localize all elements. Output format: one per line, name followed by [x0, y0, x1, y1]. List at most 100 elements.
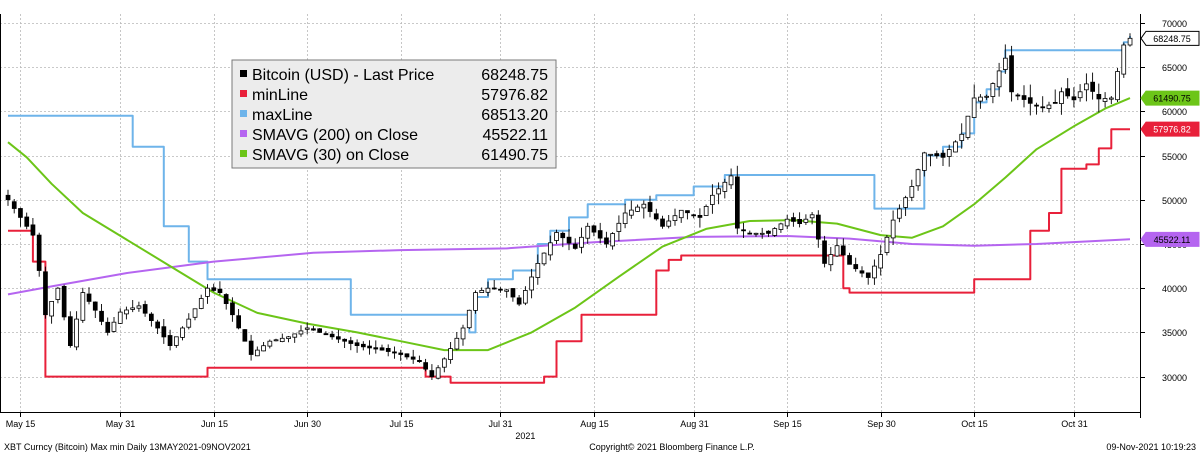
- candle-body: [722, 181, 728, 192]
- candle-body: [55, 287, 61, 300]
- candle-body: [903, 197, 909, 208]
- candle-body: [703, 205, 709, 216]
- candle-body: [342, 338, 348, 342]
- candle-body: [784, 218, 790, 227]
- legend-swatch: [240, 70, 247, 77]
- candle-body: [691, 214, 697, 217]
- candle-body: [236, 315, 241, 329]
- candle-body: [198, 298, 204, 309]
- y-tick-label: 60000: [1162, 107, 1187, 117]
- candle-body: [653, 213, 659, 220]
- candle-body: [136, 305, 142, 309]
- legend-value: 68513.20: [481, 107, 548, 124]
- candle-body: [161, 326, 167, 338]
- candle-body: [778, 223, 784, 230]
- candle-body: [840, 245, 846, 256]
- candle-body: [697, 214, 703, 218]
- candle-body: [186, 318, 192, 328]
- last-value-tag: 61490.75: [1140, 90, 1200, 106]
- candle-body: [43, 271, 48, 316]
- candle-body: [124, 309, 129, 315]
- x-tick-label: Jun 15: [201, 419, 228, 429]
- y-tick-label: 30000: [1162, 373, 1187, 383]
- candle-body: [996, 70, 1002, 88]
- last-value-tag: 68248.75: [1140, 30, 1200, 46]
- legend-label: Bitcoin (USD) - Last Price: [252, 67, 434, 84]
- y-tick-label: 65000: [1162, 63, 1187, 73]
- candle-body: [99, 310, 104, 322]
- candle-body: [298, 330, 304, 335]
- candle-body: [1109, 97, 1114, 100]
- candle-body: [971, 97, 977, 118]
- candle-body: [292, 333, 298, 338]
- candle-body: [86, 293, 92, 302]
- candle-body: [323, 333, 329, 336]
- candle-body: [529, 276, 535, 291]
- last-value-tag-text: 68248.75: [1153, 34, 1191, 44]
- x-tick-label: Aug 15: [580, 419, 609, 429]
- candle-body: [1009, 55, 1014, 93]
- candle-body: [934, 153, 940, 157]
- candle-body: [180, 327, 185, 338]
- candle-body: [148, 313, 154, 322]
- last-value-tag-box: [1140, 231, 1200, 247]
- candle-body: [523, 290, 528, 304]
- footer-copyright: Copyright© 2021 Bloomberg Finance L.P.: [589, 442, 755, 452]
- candle-body: [410, 356, 416, 360]
- candle-body: [610, 233, 616, 247]
- candle-body: [897, 208, 902, 219]
- candle-body: [566, 236, 572, 244]
- candle-body: [660, 218, 665, 227]
- y-tick-label: 50000: [1162, 196, 1187, 206]
- legend-value: 57976.82: [481, 87, 548, 104]
- candle-body: [230, 302, 235, 316]
- candle-body: [678, 209, 684, 219]
- candle-body: [816, 214, 821, 240]
- series-line-smavg-30-on-close: [7, 97, 1131, 352]
- candle-body: [311, 328, 316, 331]
- last-value-tags: 68248.75 61490.75 57976.82 45522.11: [1140, 30, 1200, 247]
- x-tick-label: Jul 31: [488, 419, 512, 429]
- candle-body: [49, 300, 55, 317]
- legend-swatch: [240, 150, 247, 157]
- candle-body: [24, 216, 30, 227]
- candle-body: [261, 345, 266, 352]
- candle-body: [80, 292, 86, 321]
- candle-body: [878, 254, 884, 269]
- candle-body: [373, 347, 379, 350]
- candle-body: [585, 225, 591, 239]
- x-tick-label: Sep 15: [773, 419, 802, 429]
- candle-body: [479, 289, 485, 293]
- candle-body: [173, 336, 179, 346]
- last-value-tag: 57976.82: [1140, 121, 1200, 137]
- x-tick-label: Sep 30: [867, 419, 896, 429]
- candle-body: [404, 353, 410, 358]
- last-value-tag-text: 61490.75: [1153, 94, 1191, 104]
- candle-body: [803, 218, 809, 223]
- candle-body: [5, 194, 11, 201]
- x-tick-label: Oct 31: [1061, 419, 1088, 429]
- candle-body: [548, 242, 553, 256]
- candle-body: [984, 95, 990, 98]
- candle-body: [1046, 104, 1052, 109]
- candle-body: [915, 169, 921, 187]
- candle-body: [11, 201, 17, 209]
- candle-body: [254, 349, 260, 357]
- candle-body: [286, 336, 291, 339]
- candle-body: [211, 287, 217, 291]
- candle-body: [772, 228, 778, 236]
- candle-body: [1115, 71, 1120, 101]
- candle-body: [541, 252, 547, 265]
- candle-body: [504, 289, 510, 292]
- candle-body: [367, 345, 372, 349]
- last-value-tag-text: 57976.82: [1153, 125, 1191, 135]
- candle-body: [560, 232, 566, 239]
- candle-body: [68, 316, 73, 347]
- candle-body: [1096, 94, 1102, 100]
- candle-body: [111, 321, 117, 332]
- candle-body: [946, 149, 952, 157]
- last-value-tag-text: 45522.11: [1154, 235, 1191, 245]
- candle-body: [1121, 44, 1127, 75]
- candle-body: [473, 292, 478, 311]
